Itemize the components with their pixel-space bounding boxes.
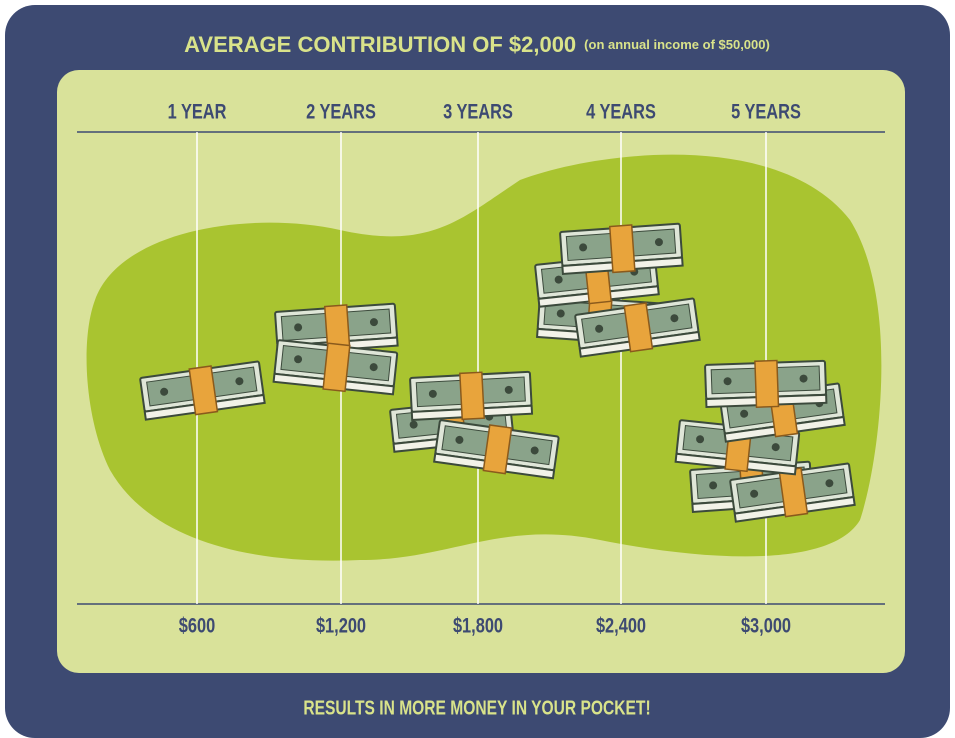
amount-label: $1,200 xyxy=(316,614,366,637)
year-label: 3 YEARS xyxy=(443,100,513,123)
infographic: AVERAGE CONTRIBUTION OF $2,000(on annual… xyxy=(0,0,955,738)
amount-label: $2,400 xyxy=(596,614,646,637)
amount-label: $3,000 xyxy=(741,614,791,637)
year-label: 2 YEARS xyxy=(306,100,376,123)
year-label: 1 YEAR xyxy=(168,100,227,123)
amount-label: $600 xyxy=(179,614,215,637)
year-label: 5 YEARS xyxy=(731,100,801,123)
footer: RESULTS IN MORE MONEY IN YOUR POCKET! xyxy=(303,696,650,718)
amount-label: $1,800 xyxy=(453,614,503,637)
year-label: 4 YEARS xyxy=(586,100,656,123)
